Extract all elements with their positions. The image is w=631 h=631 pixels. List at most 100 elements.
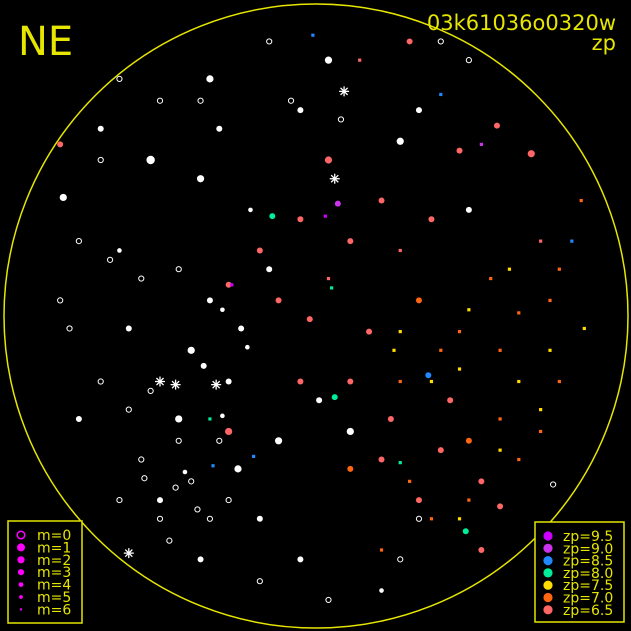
star-point-zp-7.5 xyxy=(457,517,462,521)
star-point-zp-7.5 xyxy=(539,408,543,412)
star-point-zp-6.5 xyxy=(297,216,304,223)
star-point-unmatched-ring xyxy=(138,456,145,463)
field-circle xyxy=(3,3,629,629)
star-point-zp-6.5 xyxy=(406,38,413,45)
zp-legend-marker xyxy=(543,531,553,541)
star-point-saturated-burst xyxy=(329,173,340,184)
star-point-unmatched-ring xyxy=(175,437,182,444)
star-point-unmatched xyxy=(125,325,132,332)
mag-legend-marker xyxy=(17,543,25,552)
star-point-unmatched xyxy=(266,266,273,273)
star-point-unmatched-ring xyxy=(166,537,173,544)
star-point-unmatched xyxy=(182,469,188,475)
star-point-zp-7.0 xyxy=(415,297,422,304)
star-point-unmatched xyxy=(379,588,384,593)
star-point-zp-6.5 xyxy=(366,328,373,335)
star-point-unmatched-ring xyxy=(188,478,195,485)
star-point-zp-6.5 xyxy=(497,503,504,510)
star-point-unmatched-ring xyxy=(437,38,444,45)
star-point-unmatched xyxy=(175,415,183,423)
star-point-zp-7.5 xyxy=(467,308,471,312)
star-point-zp-6.5 xyxy=(527,150,535,158)
star-point-unmatched-ring xyxy=(256,578,263,585)
star-point-unmatched xyxy=(234,465,242,473)
star-point-unmatched-ring xyxy=(147,387,154,394)
mag-legend-marker xyxy=(19,595,23,599)
star-point-zp-8.0 xyxy=(398,461,402,465)
star-point-zp-8.0 xyxy=(330,286,334,290)
star-point-zp-8.5 xyxy=(570,239,574,243)
star-point-unmatched-ring xyxy=(216,437,223,444)
star-point-zp-6.5 xyxy=(478,547,485,553)
star-point-unmatched xyxy=(238,325,245,332)
chart-subtitle: zp xyxy=(592,31,616,55)
star-point-unmatched xyxy=(245,344,250,350)
zp-legend-label: zp=7.0 xyxy=(563,591,613,607)
star-point-zp-6.5 xyxy=(378,456,385,463)
star-point-zp-6.5 xyxy=(225,427,233,436)
star-point-unmatched-ring xyxy=(325,596,332,604)
star-point-unmatched xyxy=(59,193,67,202)
star-point-zp-7.0 xyxy=(517,311,521,315)
star-point-unmatched-ring xyxy=(550,481,557,488)
star-point-unmatched-ring xyxy=(465,57,472,64)
mag-legend-label: m=1 xyxy=(37,540,71,556)
zp-legend-label: zp=6.5 xyxy=(563,603,613,619)
zp-legend-marker xyxy=(543,580,553,590)
star-point-unmatched-ring xyxy=(197,97,204,104)
zp-legend-marker xyxy=(543,556,553,566)
star-point-unmatched-ring xyxy=(156,97,164,104)
star-point-zp-6.5 xyxy=(256,247,263,254)
star-point-unmatched-ring xyxy=(66,325,73,332)
star-point-zp-6.5 xyxy=(539,239,543,243)
star-point-unmatched-ring xyxy=(141,475,148,482)
star-point-zp-6.5 xyxy=(225,281,232,288)
orientation-label: NE xyxy=(18,19,73,65)
star-point-zp-7.5 xyxy=(548,348,552,352)
star-point-unmatched-ring xyxy=(116,75,123,82)
star-point-unmatched xyxy=(157,497,163,504)
star-point-unmatched xyxy=(97,125,104,132)
star-point-unmatched xyxy=(297,556,304,563)
star-point-zp-6.5 xyxy=(456,147,463,154)
star-point-zp-7.0 xyxy=(517,457,521,462)
star-point-saturated-burst xyxy=(211,379,222,390)
star-point-unmatched-ring xyxy=(116,496,123,504)
star-point-zp-7.0 xyxy=(467,498,471,502)
star-point-unmatched xyxy=(346,427,354,436)
star-point-zp-7.5 xyxy=(392,348,396,352)
star-point-unmatched xyxy=(196,175,205,183)
star-point-zp-6.5 xyxy=(437,447,444,454)
mag-legend-label: m=2 xyxy=(37,553,71,569)
zp-legend-marker xyxy=(543,592,553,603)
star-point-zp-7.5 xyxy=(582,326,586,331)
star-point-zp-6.5 xyxy=(447,397,454,404)
star-point-zp-6.5 xyxy=(326,276,331,281)
mag-legend-marker xyxy=(17,569,25,576)
zp-legend-label: zp=8.0 xyxy=(563,566,613,582)
star-point-zp-6.5 xyxy=(398,248,402,253)
star-point-zp-7.0 xyxy=(498,417,502,421)
star-point-zp-6.5 xyxy=(306,316,313,323)
star-point-unmatched xyxy=(117,248,122,253)
star-point-zp-7.0 xyxy=(398,379,402,384)
star-point-zp-7.0 xyxy=(579,198,583,203)
star-point-unmatched xyxy=(415,107,422,114)
star-point-zp-8.5 xyxy=(252,454,256,458)
star-point-zp-7.0 xyxy=(379,548,384,552)
star-point-zp-7.5 xyxy=(507,267,512,271)
star-point-zp-6.5 xyxy=(358,58,362,62)
mag-legend-marker xyxy=(17,556,25,564)
star-point-unmatched-ring xyxy=(97,378,104,385)
star-point-zp-7.0 xyxy=(539,429,543,434)
star-point-unmatched xyxy=(220,413,225,419)
star-point-zp-9.5 xyxy=(230,283,234,287)
star-point-zp-8.0 xyxy=(269,213,276,220)
star-point-zp-7.5 xyxy=(457,367,462,371)
star-point-zp-8.5 xyxy=(439,92,443,97)
zp-legend-marker xyxy=(543,543,553,553)
star-point-unmatched xyxy=(200,362,207,369)
mag-legend-label: m=0 xyxy=(37,528,71,544)
star-point-zp-8.0 xyxy=(208,417,212,421)
star-point-zp-7.0 xyxy=(465,437,472,444)
